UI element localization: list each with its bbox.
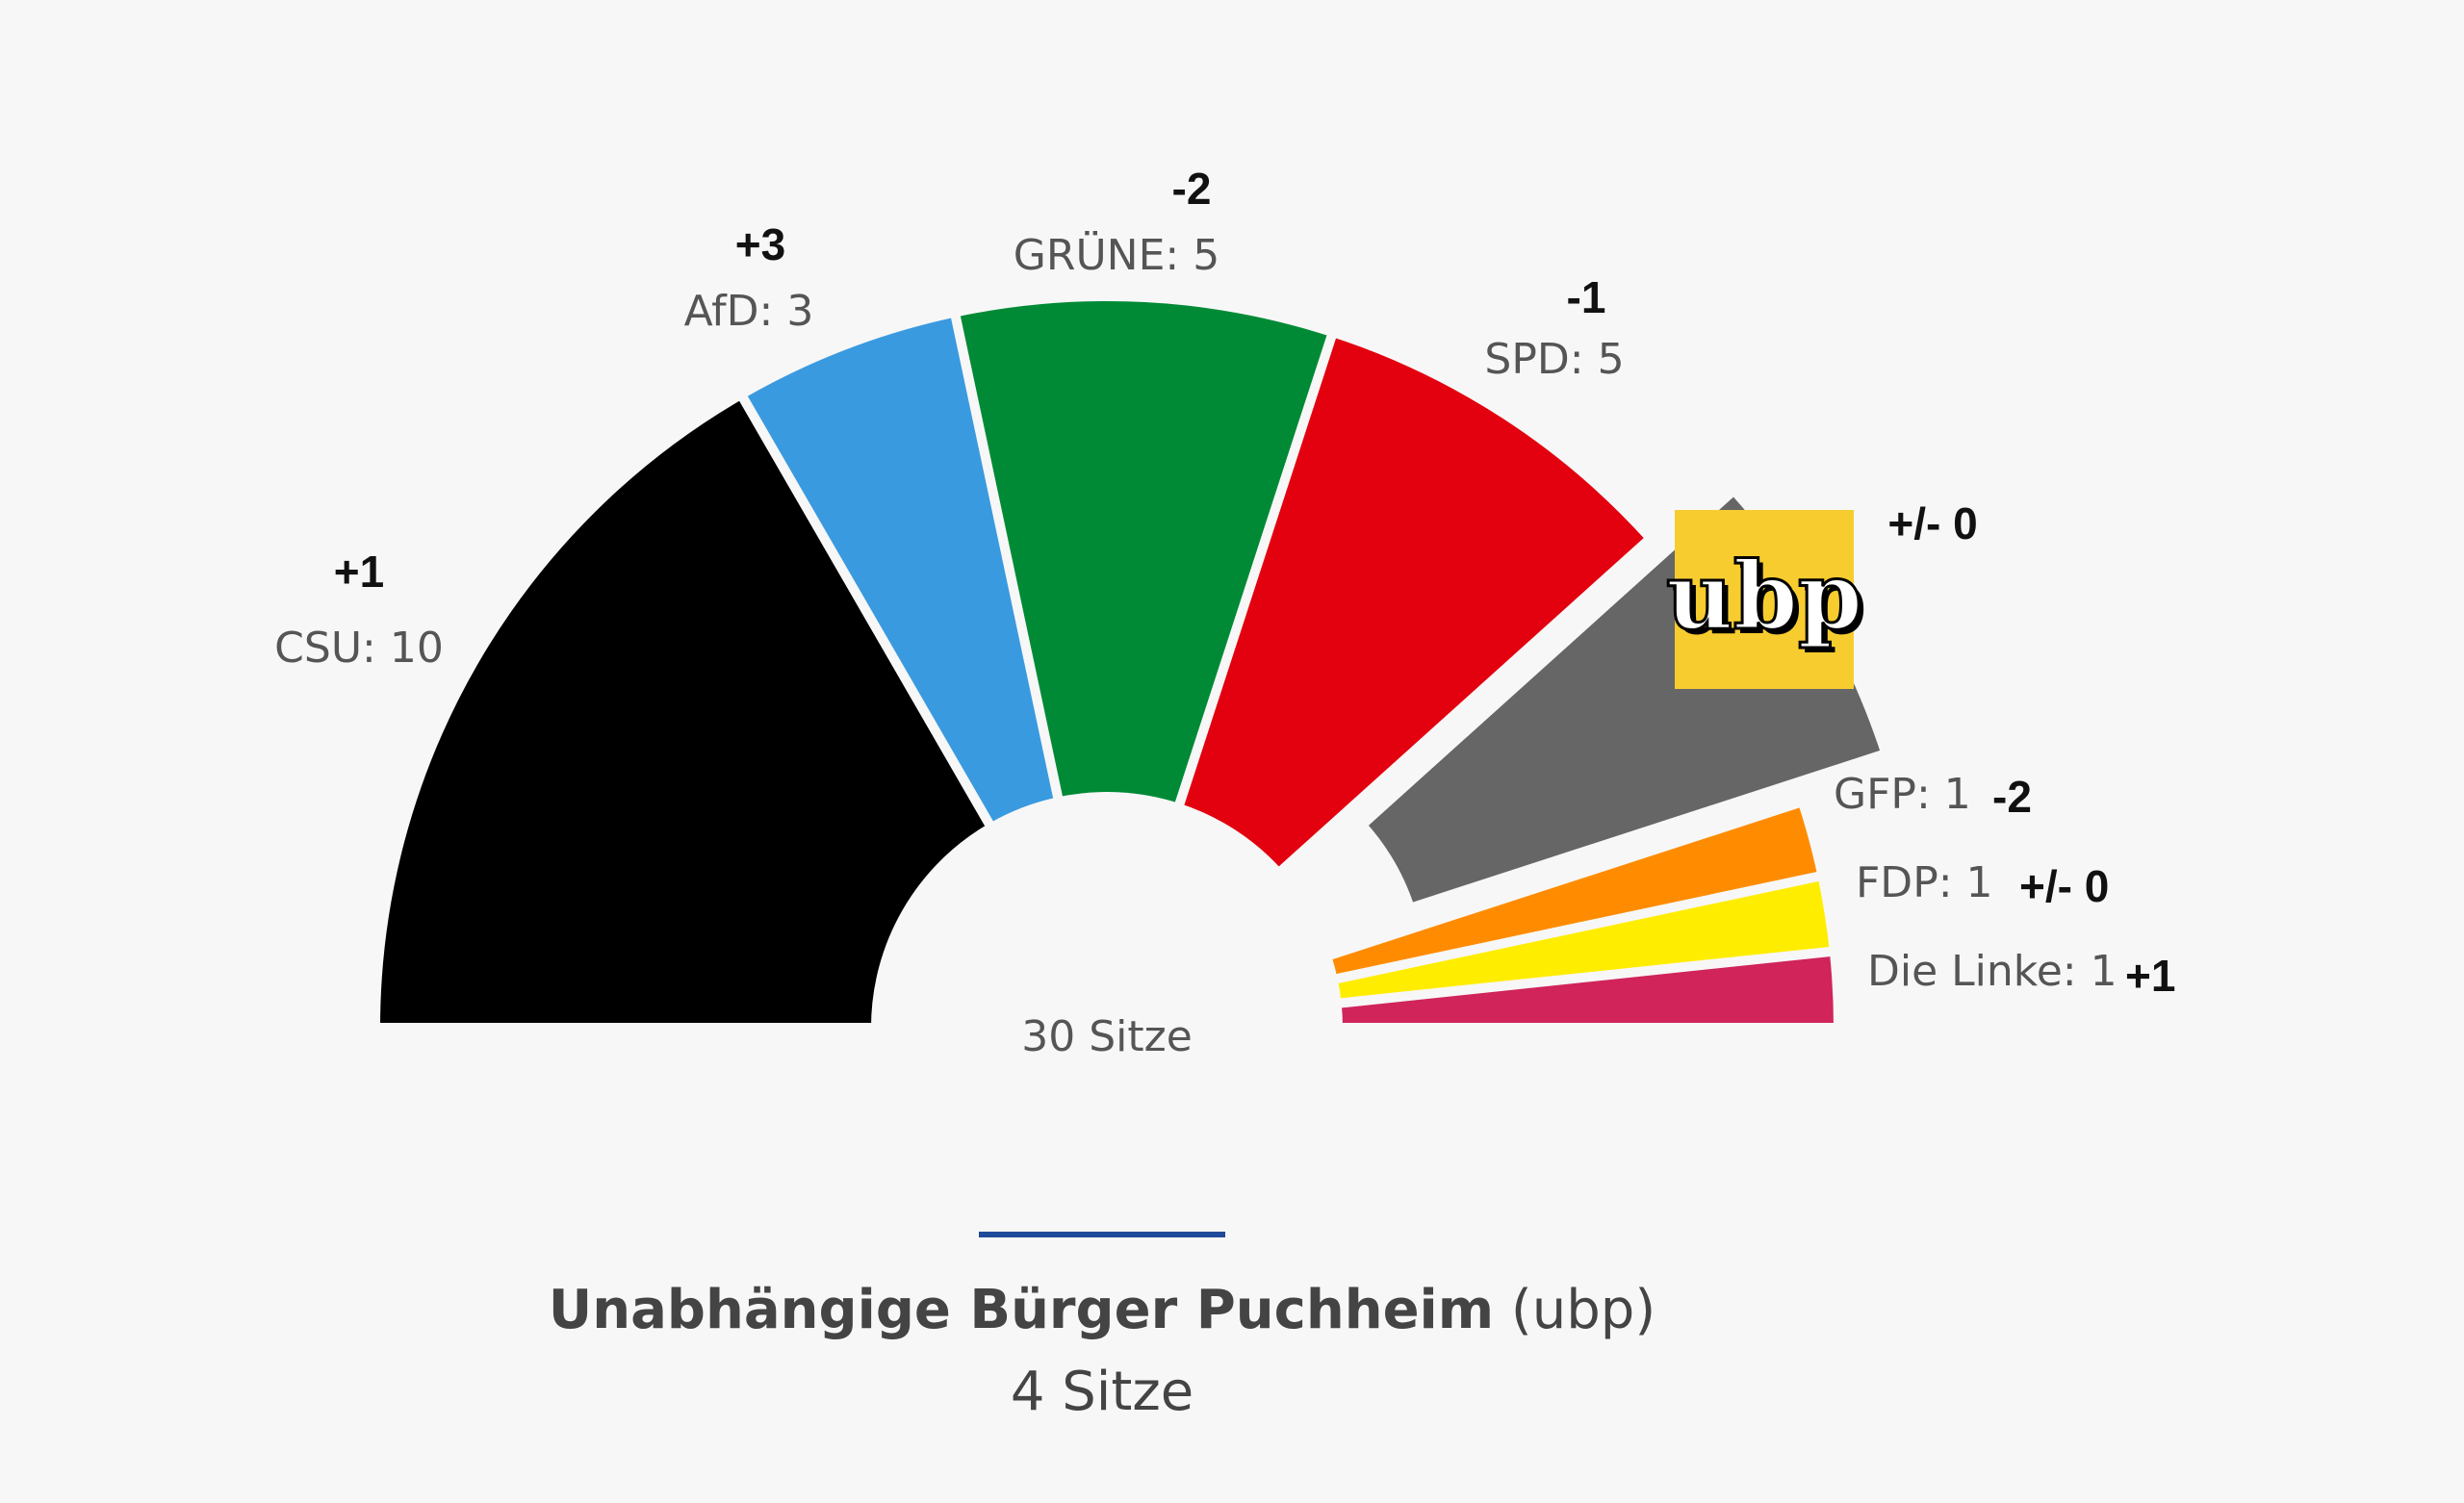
seat-change-csu: +1 [334,547,384,597]
seat-change-afd: +3 [735,219,785,269]
seat-label-die-linke: Die Linke: 1 [1867,947,2118,996]
seat-change-gr-ne: -2 [1172,164,1212,214]
seat-segment-csu[interactable] [371,389,996,1032]
seat-distribution-chart: CSU: 10 +1 AfD: 3 +3 GRÜNE: 5 -2 SPD: 5 -1 +/- 0… [274,164,2175,1061]
seat-change-fdp: +/- 0 [2019,861,2109,911]
seat-change-gfp: -2 [1992,772,2032,822]
seat-segment-spd[interactable] [1173,327,1656,879]
svg-text:ubp: ubp [1666,542,1862,650]
svg-text:ubp: ubp [1671,547,1867,655]
selected-party-name: Unabhängige Bürger Puchheim [548,1279,1495,1341]
selected-party-abbr: (ubp) [1510,1279,1656,1341]
seat-label-gr-ne: GRÜNE: 5 [1014,230,1219,280]
seat-change-ubp: +/- 0 [1887,498,1977,548]
selection-indicator [979,1232,1225,1237]
selected-party-detail: Unabhängige Bürger Puchheim (ubp) 4 Sitz… [0,1232,2204,1436]
seat-change-die-linke: +1 [2125,951,2175,1001]
seat-label-gfp: GFP: 1 [1834,770,1971,819]
seat-label-csu: CSU: 10 [274,624,444,673]
seat-label-spd: SPD: 5 [1484,335,1624,384]
seat-change-spd: -1 [1567,272,1606,322]
seat-segment-gr-ne[interactable] [949,292,1338,813]
selected-party-title: Unabhängige Bürger Puchheim (ubp) [0,1272,2204,1349]
total-seats-label: 30 Sitze [1021,1012,1193,1061]
seat-label-fdp: FDP: 1 [1856,858,1993,907]
seat-segment-die-linke[interactable] [1331,946,1843,1032]
seat-label-afd: AfD: 3 [684,287,814,336]
selected-party-seats: 4 Sitze [1010,1361,1194,1423]
